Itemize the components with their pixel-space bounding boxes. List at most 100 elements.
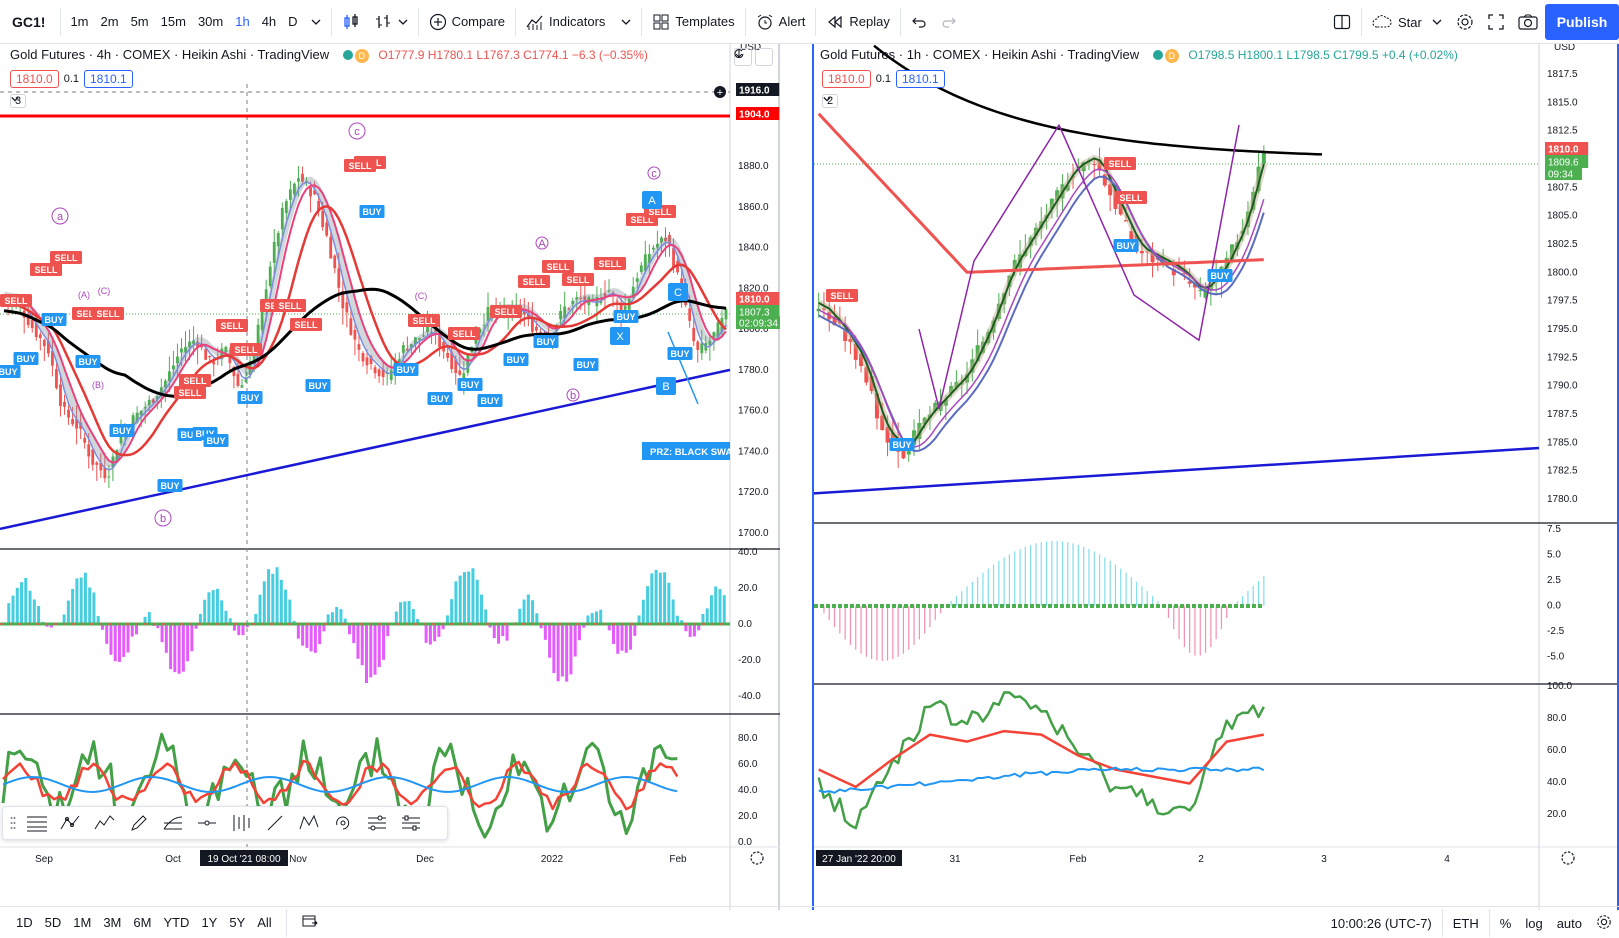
interval-15m[interactable]: 15m [160, 14, 186, 29]
wave-abc-icon [60, 815, 80, 830]
range-6m[interactable]: 6M [133, 915, 152, 930]
settings-button[interactable] [1449, 0, 1481, 44]
pen-tool[interactable] [123, 809, 155, 837]
alert-button[interactable]: Alert [749, 0, 813, 44]
trend-line-tool[interactable] [259, 809, 291, 837]
histogram-bar [586, 615, 590, 624]
log-scale-toggle[interactable]: log [1525, 915, 1543, 931]
price-tick: 1787.5 [1547, 409, 1578, 420]
session-toggle[interactable]: ETH [1452, 915, 1479, 931]
price-tick: 1800.0 [738, 324, 769, 335]
indicators-button[interactable]: Indicators [519, 0, 638, 44]
templates-button[interactable]: Templates [645, 0, 741, 44]
time-tick: Feb [1069, 854, 1087, 865]
candle-body [196, 341, 200, 349]
range-1y[interactable]: 1Y [201, 915, 218, 930]
bar-chart-icon [375, 14, 390, 28]
candle-body [325, 222, 329, 236]
interval-1h[interactable]: 1h [235, 14, 250, 29]
histogram-bar [488, 624, 492, 628]
buy-price-button[interactable]: 1810.1 [84, 70, 133, 88]
histogram-bar [211, 590, 215, 624]
sell-signal-label: SELL [348, 161, 372, 171]
replay-button[interactable]: Replay [819, 0, 896, 44]
indicators-toggle[interactable]: 2 [822, 94, 839, 108]
snapshot-button[interactable] [1511, 0, 1545, 44]
wave-label: b [160, 513, 166, 525]
candle-body [970, 359, 975, 373]
interval-5m[interactable]: 5m [130, 14, 149, 29]
auto-scale-toggle[interactable]: auto [1556, 915, 1582, 931]
chart-canvas-4h[interactable]: +1880.0 1860.0 1840.0 1820.0 1800.0 1780.0 176… [0, 44, 780, 910]
histogram-bar [641, 599, 645, 624]
candle-body [906, 449, 911, 455]
histogram-bar [7, 603, 11, 624]
redo-button[interactable] [934, 0, 964, 44]
interval-2m[interactable]: 2m [100, 14, 119, 29]
interval-4h[interactable]: 4h [261, 14, 277, 29]
symbol-search[interactable]: GC1! [12, 13, 46, 30]
cycle-tool[interactable] [327, 809, 359, 837]
range-5y[interactable]: 5Y [229, 915, 246, 930]
fullscreen-button[interactable] [1481, 0, 1511, 44]
range-ytd[interactable]: YTD [163, 915, 190, 930]
range-1d[interactable]: 1D [16, 915, 33, 930]
ma-slow-black [3, 287, 727, 398]
histogram-bar [279, 579, 283, 624]
countdown-label-bg [1545, 167, 1582, 180]
clock-timezone[interactable]: 10:00:26 (UTC-7) [1330, 915, 1432, 931]
interval-dropdown[interactable] [304, 0, 328, 44]
lines-tool[interactable] [21, 809, 53, 837]
fib-tool[interactable] [157, 809, 189, 837]
scroll-down-button[interactable] [734, 48, 752, 66]
wave-marker-label: A [648, 195, 656, 207]
histogram-bar [203, 599, 207, 624]
bar-style-button[interactable] [335, 0, 367, 44]
histogram-bar [620, 624, 624, 651]
elliott-wave-tool[interactable] [55, 809, 87, 837]
compare-button[interactable]: Compare [422, 0, 512, 44]
interval-D[interactable]: D [288, 14, 298, 29]
sync-button[interactable] [734, 48, 773, 66]
range-1m[interactable]: 1M [73, 915, 92, 930]
panel-scroll-controls [734, 48, 773, 66]
range-all[interactable]: All [257, 915, 272, 930]
range-3m[interactable]: 3M [103, 915, 122, 930]
histogram-bar [100, 624, 104, 630]
candle-body [668, 234, 671, 245]
buy-price-button[interactable]: 1810.1 [896, 70, 945, 88]
wave-label: c [651, 168, 657, 180]
histogram-bar [347, 624, 351, 635]
settings-button[interactable] [1589, 914, 1619, 933]
last-price-label-bg [1545, 155, 1589, 168]
percent-scale-toggle[interactable]: % [1499, 915, 1512, 931]
indicators-toggle[interactable]: 3 [10, 94, 27, 108]
layout-button[interactable] [1326, 0, 1358, 44]
sell-signal-box [92, 307, 124, 320]
goto-date-button[interactable] [295, 914, 325, 931]
chart-canvas-1h[interactable]: 1817.5 1815.0 1812.5 1807.5 1805.0 1802.5 1800… [814, 44, 1617, 910]
undo-button[interactable] [904, 0, 934, 44]
measure-tool[interactable] [361, 809, 393, 837]
sell-price-button[interactable]: 1810.0 [822, 70, 871, 88]
chart-panel-1h[interactable]: 1817.5 1815.0 1812.5 1807.5 1805.0 1802.5 1800… [812, 44, 1619, 910]
bars-pattern-tool[interactable] [225, 809, 257, 837]
histogram-bar [356, 624, 360, 659]
settings-lines-tool[interactable] [395, 809, 427, 837]
drag-handle[interactable] [7, 809, 19, 837]
crosshair-time-bg [200, 850, 288, 866]
layout-name-button[interactable]: Star [1365, 0, 1449, 44]
chart-panel-4h[interactable]: +1880.0 1860.0 1840.0 1820.0 1800.0 1780.0 176… [0, 44, 780, 910]
bar-style-alt-button[interactable] [367, 0, 415, 44]
sell-price-button[interactable]: 1810.0 [10, 70, 59, 88]
elliott-impulse-tool[interactable] [89, 809, 121, 837]
range-5d[interactable]: 5D [44, 915, 62, 930]
interval-30m[interactable]: 30m [197, 14, 224, 29]
interval-1m[interactable]: 1m [70, 14, 89, 29]
buy-signal-label: BUY [670, 349, 689, 359]
pattern-tool[interactable] [293, 809, 325, 837]
osc-tick: 0.0 [738, 619, 752, 630]
publish-button[interactable]: Publish [1545, 4, 1619, 40]
horizontal-ray-tool[interactable] [191, 809, 223, 837]
candle-body [313, 190, 316, 195]
